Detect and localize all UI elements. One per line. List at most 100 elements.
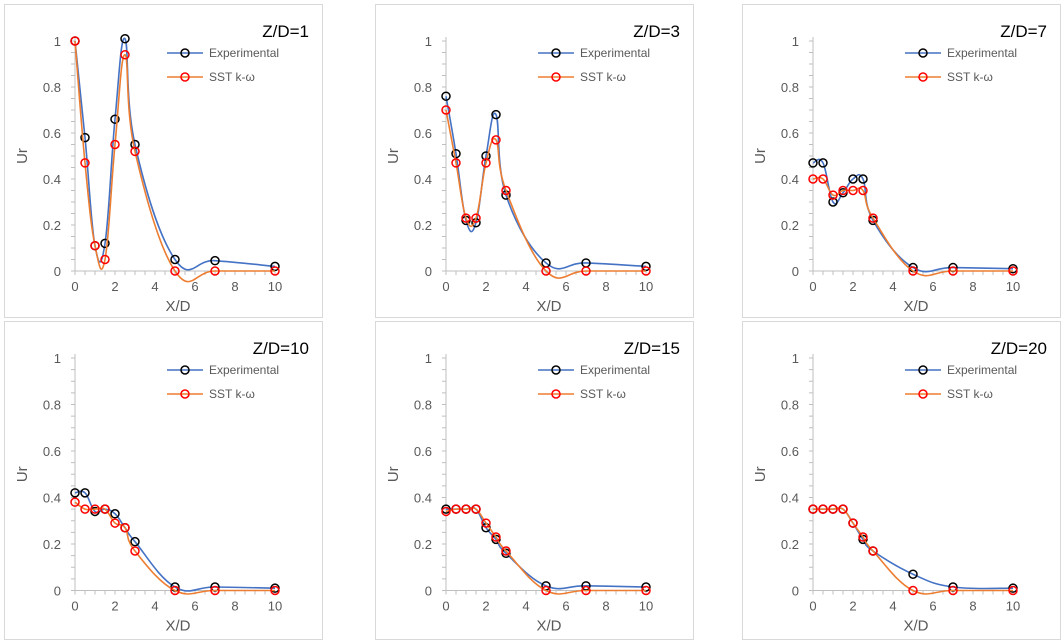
- x-tick-label: 6: [562, 279, 569, 294]
- data-point-sst: [581, 585, 591, 596]
- data-point-sst: [838, 185, 848, 196]
- x-tick-label: 6: [191, 599, 198, 614]
- y-axis-label: Ur: [14, 466, 31, 482]
- x-tick-label: 0: [809, 599, 816, 614]
- y-tick-label: 0.6: [43, 126, 61, 141]
- data-point-experimental: [828, 197, 838, 207]
- y-tick-label: 0: [792, 584, 799, 599]
- x-tick-label: 6: [929, 279, 936, 294]
- chart-svg-5: 0 2 4 6 8 10 0 0.2 0.4 0.6 0.8 1 X/D Ur Z/D=15 Experime…: [385, 339, 680, 635]
- data-point-sst: [461, 213, 471, 223]
- y-tick-label: 0.2: [781, 218, 799, 233]
- data-point-sst: [541, 266, 551, 276]
- data-point-experimental: [848, 174, 858, 184]
- data-point-sst: [270, 585, 280, 596]
- x-tick-label: 10: [268, 279, 282, 294]
- y-tick-label: 1: [792, 34, 799, 49]
- y-tick-label: 0.8: [414, 398, 432, 413]
- data-point-sst: [501, 185, 511, 196]
- x-tick-label: 0: [442, 599, 449, 614]
- data-point-sst: [501, 546, 511, 556]
- data-point-sst: [641, 266, 651, 276]
- chart-title: Z/D=7: [1000, 22, 1047, 41]
- data-point-sst: [908, 266, 918, 276]
- x-tick-label: 8: [969, 599, 976, 614]
- chart-panel-5: 0 2 4 6 8 10 0 0.2 0.4 0.6 0.8 1 X/D Ur Z/D=15 Experime…: [375, 321, 694, 640]
- data-point-experimental: [70, 488, 80, 498]
- y-tick-label: 0.6: [781, 444, 799, 459]
- data-point-sst: [80, 158, 90, 168]
- y-tick-label: 0: [54, 584, 61, 599]
- chart-title: Z/D=15: [624, 339, 680, 358]
- y-tick-label: 0.8: [414, 80, 432, 95]
- y-tick-label: 0.2: [414, 218, 432, 233]
- y-axis-label: Ur: [14, 148, 31, 164]
- data-point-experimental: [80, 488, 90, 498]
- data-point-sst: [858, 185, 868, 196]
- x-tick-label: 0: [442, 279, 449, 294]
- y-tick-label: 1: [792, 351, 799, 366]
- data-point-experimental: [80, 132, 90, 143]
- chart-title: Z/D=10: [253, 339, 309, 358]
- y-tick-label: 1: [425, 351, 432, 366]
- legend-label-sst: SST k-ω: [580, 70, 626, 84]
- y-tick-label: 0: [54, 264, 61, 279]
- y-tick-label: 0.8: [781, 398, 799, 413]
- legend-label-sst: SST k-ω: [580, 387, 626, 401]
- data-point-sst: [641, 585, 651, 596]
- chart-panel-2: 0 2 4 6 8 10 0 0.2 0.4 0.6 0.8 1 X/D Ur Z/D=3 Experimen…: [375, 4, 694, 318]
- legend-label-experimental: Experimental: [209, 46, 279, 60]
- x-tick-label: 10: [268, 599, 282, 614]
- x-tick-label: 2: [111, 599, 118, 614]
- data-point-sst: [818, 174, 828, 184]
- x-axis-label: X/D: [165, 298, 190, 315]
- chart-panel-6: 0 2 4 6 8 10 0 0.2 0.4 0.6 0.8 1 X/D Ur Z/D=20 Experime…: [742, 321, 1061, 640]
- legend-marker-experimental: [180, 365, 190, 375]
- data-point-sst: [90, 240, 100, 251]
- data-point-sst: [808, 174, 818, 184]
- y-tick-label: 0.6: [43, 444, 61, 459]
- y-axis-label: Ur: [752, 148, 769, 164]
- data-point-experimental: [110, 114, 120, 124]
- x-tick-label: 4: [889, 599, 896, 614]
- data-point-experimental: [491, 109, 501, 120]
- data-point-sst: [948, 266, 958, 276]
- y-tick-label: 0: [425, 264, 432, 279]
- data-point-experimental: [120, 33, 130, 44]
- y-tick-label: 0.2: [43, 218, 61, 233]
- x-tick-label: 0: [809, 279, 816, 294]
- legend-marker-experimental: [551, 365, 561, 375]
- y-tick-label: 0.4: [43, 491, 61, 506]
- x-tick-label: 10: [639, 599, 653, 614]
- legend-marker-experimental: [551, 48, 561, 58]
- legend-label-experimental: Experimental: [580, 46, 650, 60]
- series-line-experimental: [445, 96, 647, 270]
- data-point-sst: [120, 50, 130, 60]
- data-point-sst: [828, 190, 838, 200]
- legend-label-sst: SST k-ω: [209, 387, 255, 401]
- legend-marker-sst: [918, 72, 928, 82]
- y-axis-label: Ur: [385, 466, 402, 482]
- data-point-sst: [838, 504, 848, 514]
- series-line-experimental: [812, 158, 1014, 273]
- data-point-sst: [858, 532, 868, 542]
- data-point-sst: [481, 518, 491, 528]
- series-line-experimental: [813, 507, 1014, 590]
- data-point-experimental: [170, 254, 180, 265]
- legend-marker-experimental: [918, 48, 928, 58]
- legend-marker-sst: [180, 389, 190, 399]
- data-point-sst: [451, 158, 461, 168]
- data-point-sst: [210, 266, 220, 276]
- data-point-sst: [818, 504, 828, 514]
- data-point-sst: [110, 139, 120, 150]
- y-tick-label: 0: [792, 264, 799, 279]
- data-point-sst: [100, 254, 110, 265]
- series-line-experimental: [74, 37, 276, 271]
- data-point-sst: [848, 185, 858, 196]
- legend-marker-experimental: [180, 48, 190, 58]
- chart-svg-4: 0 2 4 6 8 10 0 0.2 0.4 0.6 0.8 1 X/D Ur Z/D=10 Experime…: [14, 339, 309, 635]
- data-point-sst: [100, 504, 110, 514]
- x-axis-label: X/D: [903, 298, 928, 315]
- y-tick-label: 0: [425, 584, 432, 599]
- data-point-experimental: [818, 158, 828, 168]
